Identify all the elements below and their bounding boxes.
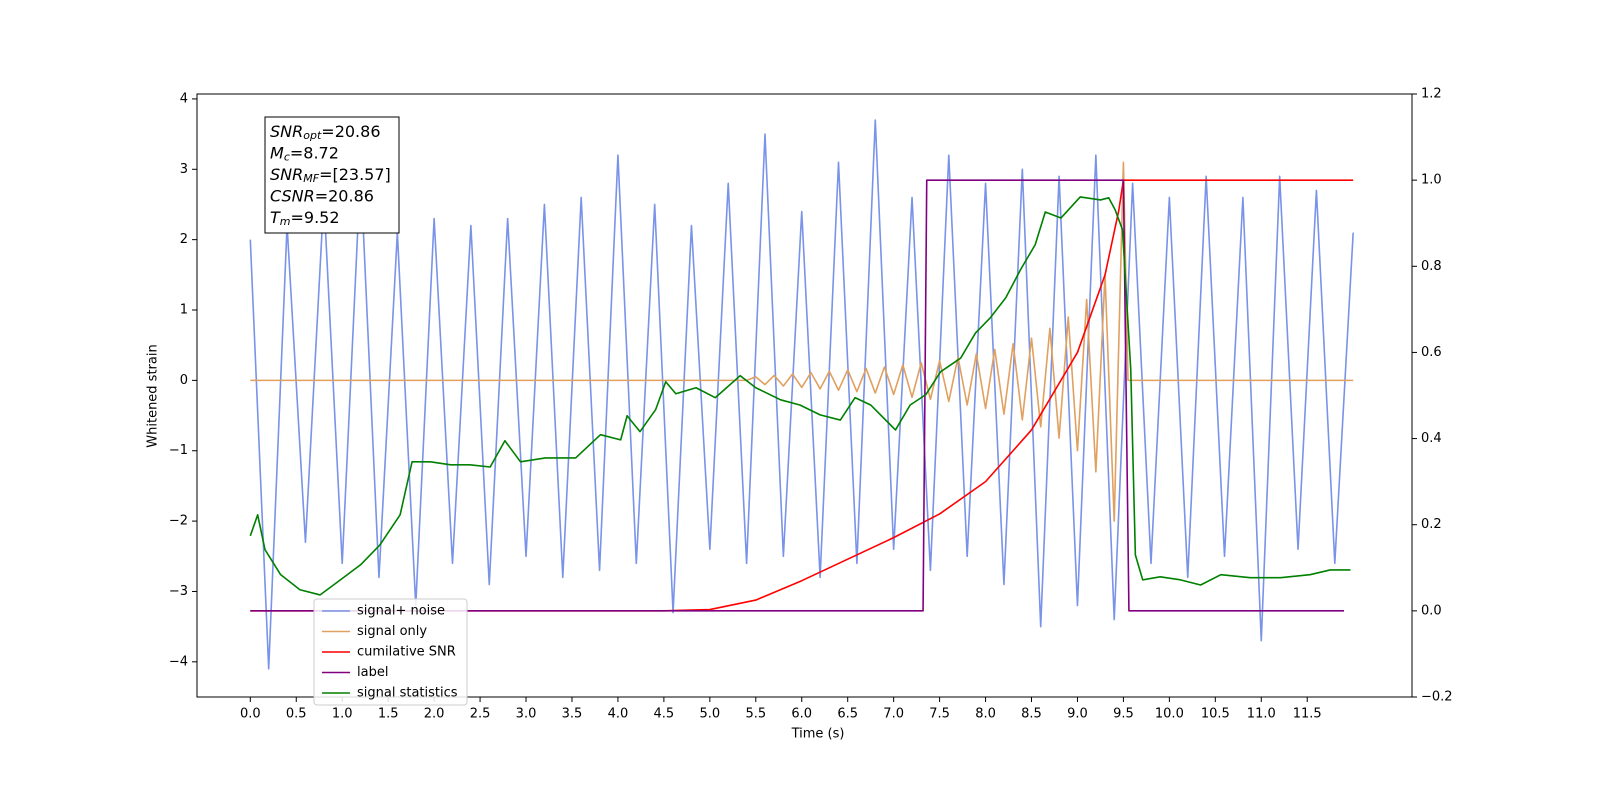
y-tick-label: 3 — [180, 162, 188, 177]
x-tick-label: 6.5 — [837, 707, 858, 722]
annotation-value: =[23.57] — [319, 165, 391, 184]
annotation-value: =9.52 — [291, 208, 340, 227]
x-tick-label: 2.5 — [470, 707, 491, 722]
annotation-line: Tm=9.52 — [270, 208, 340, 229]
annotation-subscript: m — [280, 215, 291, 228]
legend-frame — [313, 598, 468, 706]
x-tick-label: 5.0 — [699, 707, 720, 722]
annotation-symbol: M — [270, 143, 284, 162]
annotation-symbol: CSNR — [270, 186, 315, 205]
x-tick-label: 11.0 — [1247, 707, 1276, 722]
annotation-symbol: SNR — [270, 165, 303, 184]
annotation-line: Mc=8.72 — [270, 143, 339, 164]
y-tick-label: −4 — [169, 654, 188, 669]
y2-tick-label: 1.0 — [1421, 173, 1442, 188]
y-tick-label: 1 — [180, 303, 188, 318]
annotation-subscript: opt — [303, 129, 322, 142]
annotation-frame — [264, 116, 400, 234]
y-tick-label: 2 — [180, 232, 188, 247]
y-axis-label: Whitened strain — [146, 344, 161, 447]
y-tick-label: −1 — [169, 443, 188, 458]
y2-tick-label: 1.2 — [1421, 87, 1442, 102]
x-tick-label: 5.5 — [745, 707, 766, 722]
annotation-line: SNRopt=20.86 — [270, 122, 381, 143]
annotation-line: SNRMF=[23.57] — [270, 165, 391, 186]
x-tick-label: 2.0 — [424, 707, 445, 722]
x-tick-label: 9.5 — [1113, 707, 1134, 722]
annotation-box: SNRopt=20.86Mc=8.72SNRMF=[23.57]CSNR=20.… — [264, 116, 400, 234]
series-line — [249, 196, 1351, 596]
y-tick-label: 0 — [180, 373, 188, 388]
x-tick-label: 0.0 — [240, 707, 261, 722]
plot-area — [249, 119, 1354, 670]
legend-label: label — [357, 665, 388, 680]
y2-tick-label: 0.4 — [1421, 431, 1442, 446]
annotation-value: =20.86 — [315, 186, 374, 205]
annotation-line: CSNR=20.86 — [270, 186, 374, 205]
annotation-value: =8.72 — [290, 143, 339, 162]
y2-tick-label: 0.2 — [1421, 517, 1442, 532]
x-tick-label: 3.0 — [516, 707, 537, 722]
x-tick-label: 1.5 — [378, 707, 399, 722]
x-tick-label: 9.0 — [1067, 707, 1088, 722]
legend: signal+ noise signal only cumilative SNR la… — [313, 598, 468, 706]
y2-tick-label: −0.2 — [1421, 690, 1453, 705]
x-tick-label: 7.0 — [883, 707, 904, 722]
x-tick-label: 10.5 — [1201, 707, 1230, 722]
series-line — [250, 161, 1354, 522]
series-line — [250, 179, 1344, 612]
y2-tick-label: 0.6 — [1421, 345, 1442, 360]
x-tick-label: 8.0 — [975, 707, 996, 722]
x-tick-label: 1.0 — [332, 707, 353, 722]
x-tick-label: 10.0 — [1155, 707, 1184, 722]
legend-label: signal only — [357, 624, 427, 639]
x-tick-label: 7.5 — [929, 707, 950, 722]
x-axis-label: Time (s) — [791, 727, 845, 742]
legend-label: cumilative SNR — [357, 645, 456, 660]
plot-frame — [196, 93, 1413, 698]
y-tick-label: −3 — [169, 584, 188, 599]
y-tick-label: −2 — [169, 514, 188, 529]
x-tick-label: 8.5 — [1021, 707, 1042, 722]
y-tick-label: 4 — [180, 91, 188, 106]
legend-label: signal statistics — [357, 686, 458, 701]
x-tick-label: 4.0 — [608, 707, 629, 722]
annotation-symbol: T — [270, 208, 281, 227]
annotation-subscript: MF — [303, 172, 319, 185]
x-tick-label: 0.5 — [286, 707, 307, 722]
annotation-symbol: SNR — [270, 122, 303, 141]
annotation-value: =20.86 — [321, 122, 380, 141]
x-tick-label: 4.5 — [654, 707, 675, 722]
x-tick-label: 3.5 — [562, 707, 583, 722]
y2-tick-label: 0.0 — [1421, 603, 1442, 618]
x-tick-label: 11.5 — [1293, 707, 1322, 722]
series-line — [250, 179, 1354, 612]
series-line — [249, 119, 1354, 670]
legend-label: signal+ noise — [357, 604, 445, 619]
annotation-subscript: c — [284, 151, 290, 164]
y2-tick-label: 0.8 — [1421, 259, 1442, 274]
x-tick-label: 6.0 — [791, 707, 812, 722]
